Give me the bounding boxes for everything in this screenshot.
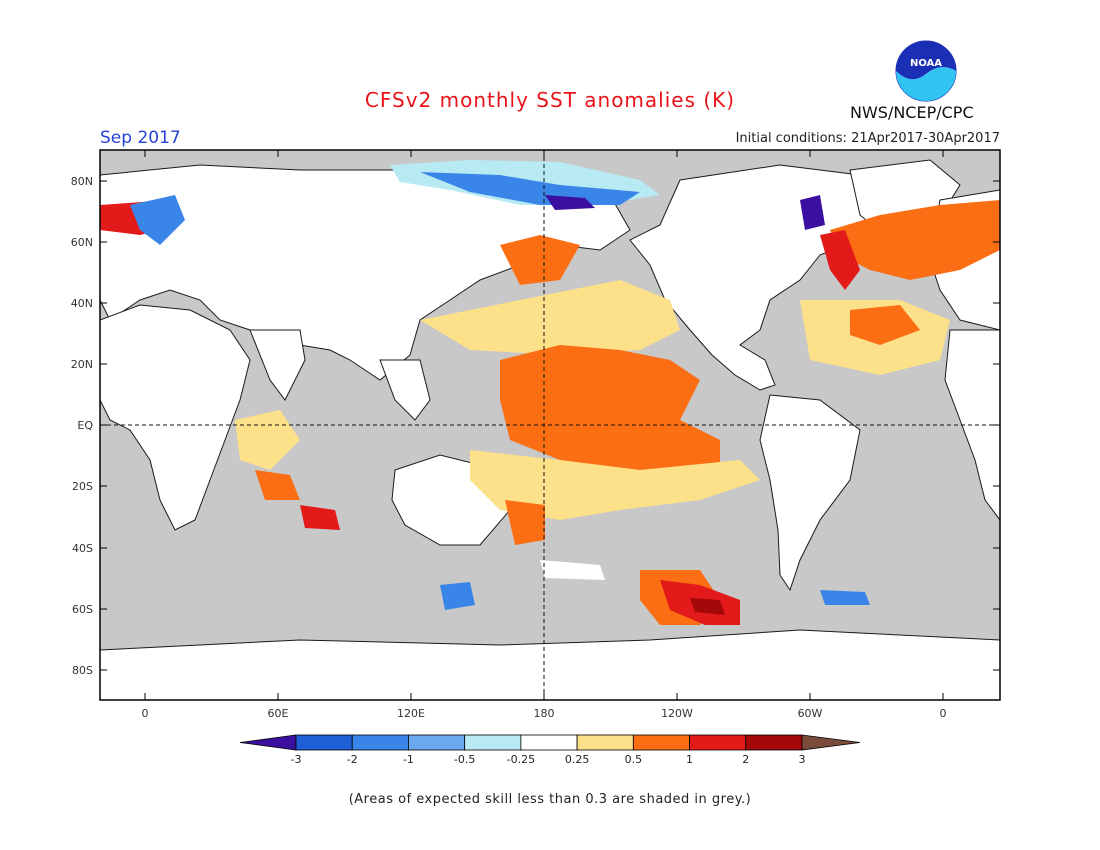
norwegian-blue xyxy=(130,195,185,245)
svg-text:NOAA: NOAA xyxy=(910,58,942,69)
lon-label: 120E xyxy=(397,707,425,720)
colorbar-label: -3 xyxy=(291,753,302,766)
lon-label: 60E xyxy=(268,707,289,720)
colorbar-segment xyxy=(689,734,747,751)
bering-orange xyxy=(500,235,580,285)
colorbar-segment xyxy=(464,734,522,751)
south-indian-red xyxy=(300,505,340,530)
noaa-logo: NOAA xyxy=(895,40,957,102)
agency-label: NWS/NCEP/CPC xyxy=(850,103,974,122)
colorbar: -3 -2 -1 -0.5 -0.25 0.25 0.5 1 2 3 xyxy=(239,734,861,766)
lon-label: 0 xyxy=(940,707,947,720)
lat-label: 20N xyxy=(71,358,93,371)
arctic-dark-blue xyxy=(545,195,595,210)
colorbar-segment xyxy=(408,734,466,751)
forecast-month: Sep 2017 xyxy=(100,128,181,148)
southern-ocean-white xyxy=(540,560,605,580)
anomaly-fields xyxy=(100,160,1000,625)
atlantic-orange xyxy=(850,305,920,345)
lat-label: 60N xyxy=(71,236,93,249)
colorbar-segment xyxy=(632,734,690,751)
africa-east-edge xyxy=(944,329,1000,521)
arctic-blue xyxy=(420,172,640,205)
colorbar-segment xyxy=(576,734,634,751)
baffin-dark-blue xyxy=(800,195,825,230)
lat-label: 20S xyxy=(72,480,93,493)
india xyxy=(249,329,306,401)
lon-label: 60W xyxy=(798,707,823,720)
south-america xyxy=(759,394,861,592)
map-title: CFSv2 monthly SST anomalies (K) xyxy=(364,88,736,112)
north-atlantic-red xyxy=(820,230,860,290)
antarctica xyxy=(100,629,1000,700)
equator-dateline xyxy=(100,150,1000,700)
lat-label: 80N xyxy=(71,175,93,188)
south-indian-blue xyxy=(440,582,475,610)
colorbar-segment xyxy=(295,734,353,751)
colorbar-label: 3 xyxy=(799,753,806,766)
colorbar-label: 0.5 xyxy=(625,753,643,766)
axis-ticks: 0 60E 120E 180 120W 60W 0 80N 60N 40N 20N EQ 20S 40S 6… xyxy=(71,150,1000,720)
colorbar-label: -1 xyxy=(403,753,414,766)
initial-conditions: Initial conditions: 21Apr2017-30Apr2017 xyxy=(735,131,1000,146)
skill-note: (Areas of expected skill less than 0.3 a… xyxy=(348,792,752,807)
colorbar-right-arrow xyxy=(801,734,861,751)
lat-label: 80S xyxy=(72,664,93,677)
colorbar-label: 2 xyxy=(742,753,749,766)
colorbar-segment xyxy=(745,734,803,751)
central-pacific-orange xyxy=(500,345,720,470)
colorbar-label: 0.25 xyxy=(565,753,590,766)
lon-label: 180 xyxy=(534,707,555,720)
colorbar-segment xyxy=(520,734,578,751)
north-atlantic-orange xyxy=(830,200,1000,280)
africa xyxy=(100,304,251,531)
colorbar-label: 1 xyxy=(686,753,693,766)
lat-label: 40S xyxy=(72,542,93,555)
southern-ocean-dark-red xyxy=(690,598,725,615)
colorbar-label: -0.5 xyxy=(454,753,475,766)
colorbar-label: -2 xyxy=(347,753,358,766)
lon-label: 0 xyxy=(142,707,149,720)
lat-label: 60S xyxy=(72,603,93,616)
lat-label: EQ xyxy=(77,419,93,432)
south-atlantic-blue xyxy=(820,590,870,605)
indian-ocean-orange xyxy=(255,470,300,500)
southeast-asia xyxy=(379,359,431,421)
lat-label: 40N xyxy=(71,297,93,310)
colorbar-segment xyxy=(351,734,409,751)
south-pacific-yellow xyxy=(470,450,760,520)
lon-label: 120W xyxy=(661,707,693,720)
north-pacific-yellow xyxy=(420,280,680,355)
tasman-orange xyxy=(505,500,545,545)
colorbar-left-arrow xyxy=(239,734,297,751)
colorbar-label: -0.25 xyxy=(507,753,535,766)
